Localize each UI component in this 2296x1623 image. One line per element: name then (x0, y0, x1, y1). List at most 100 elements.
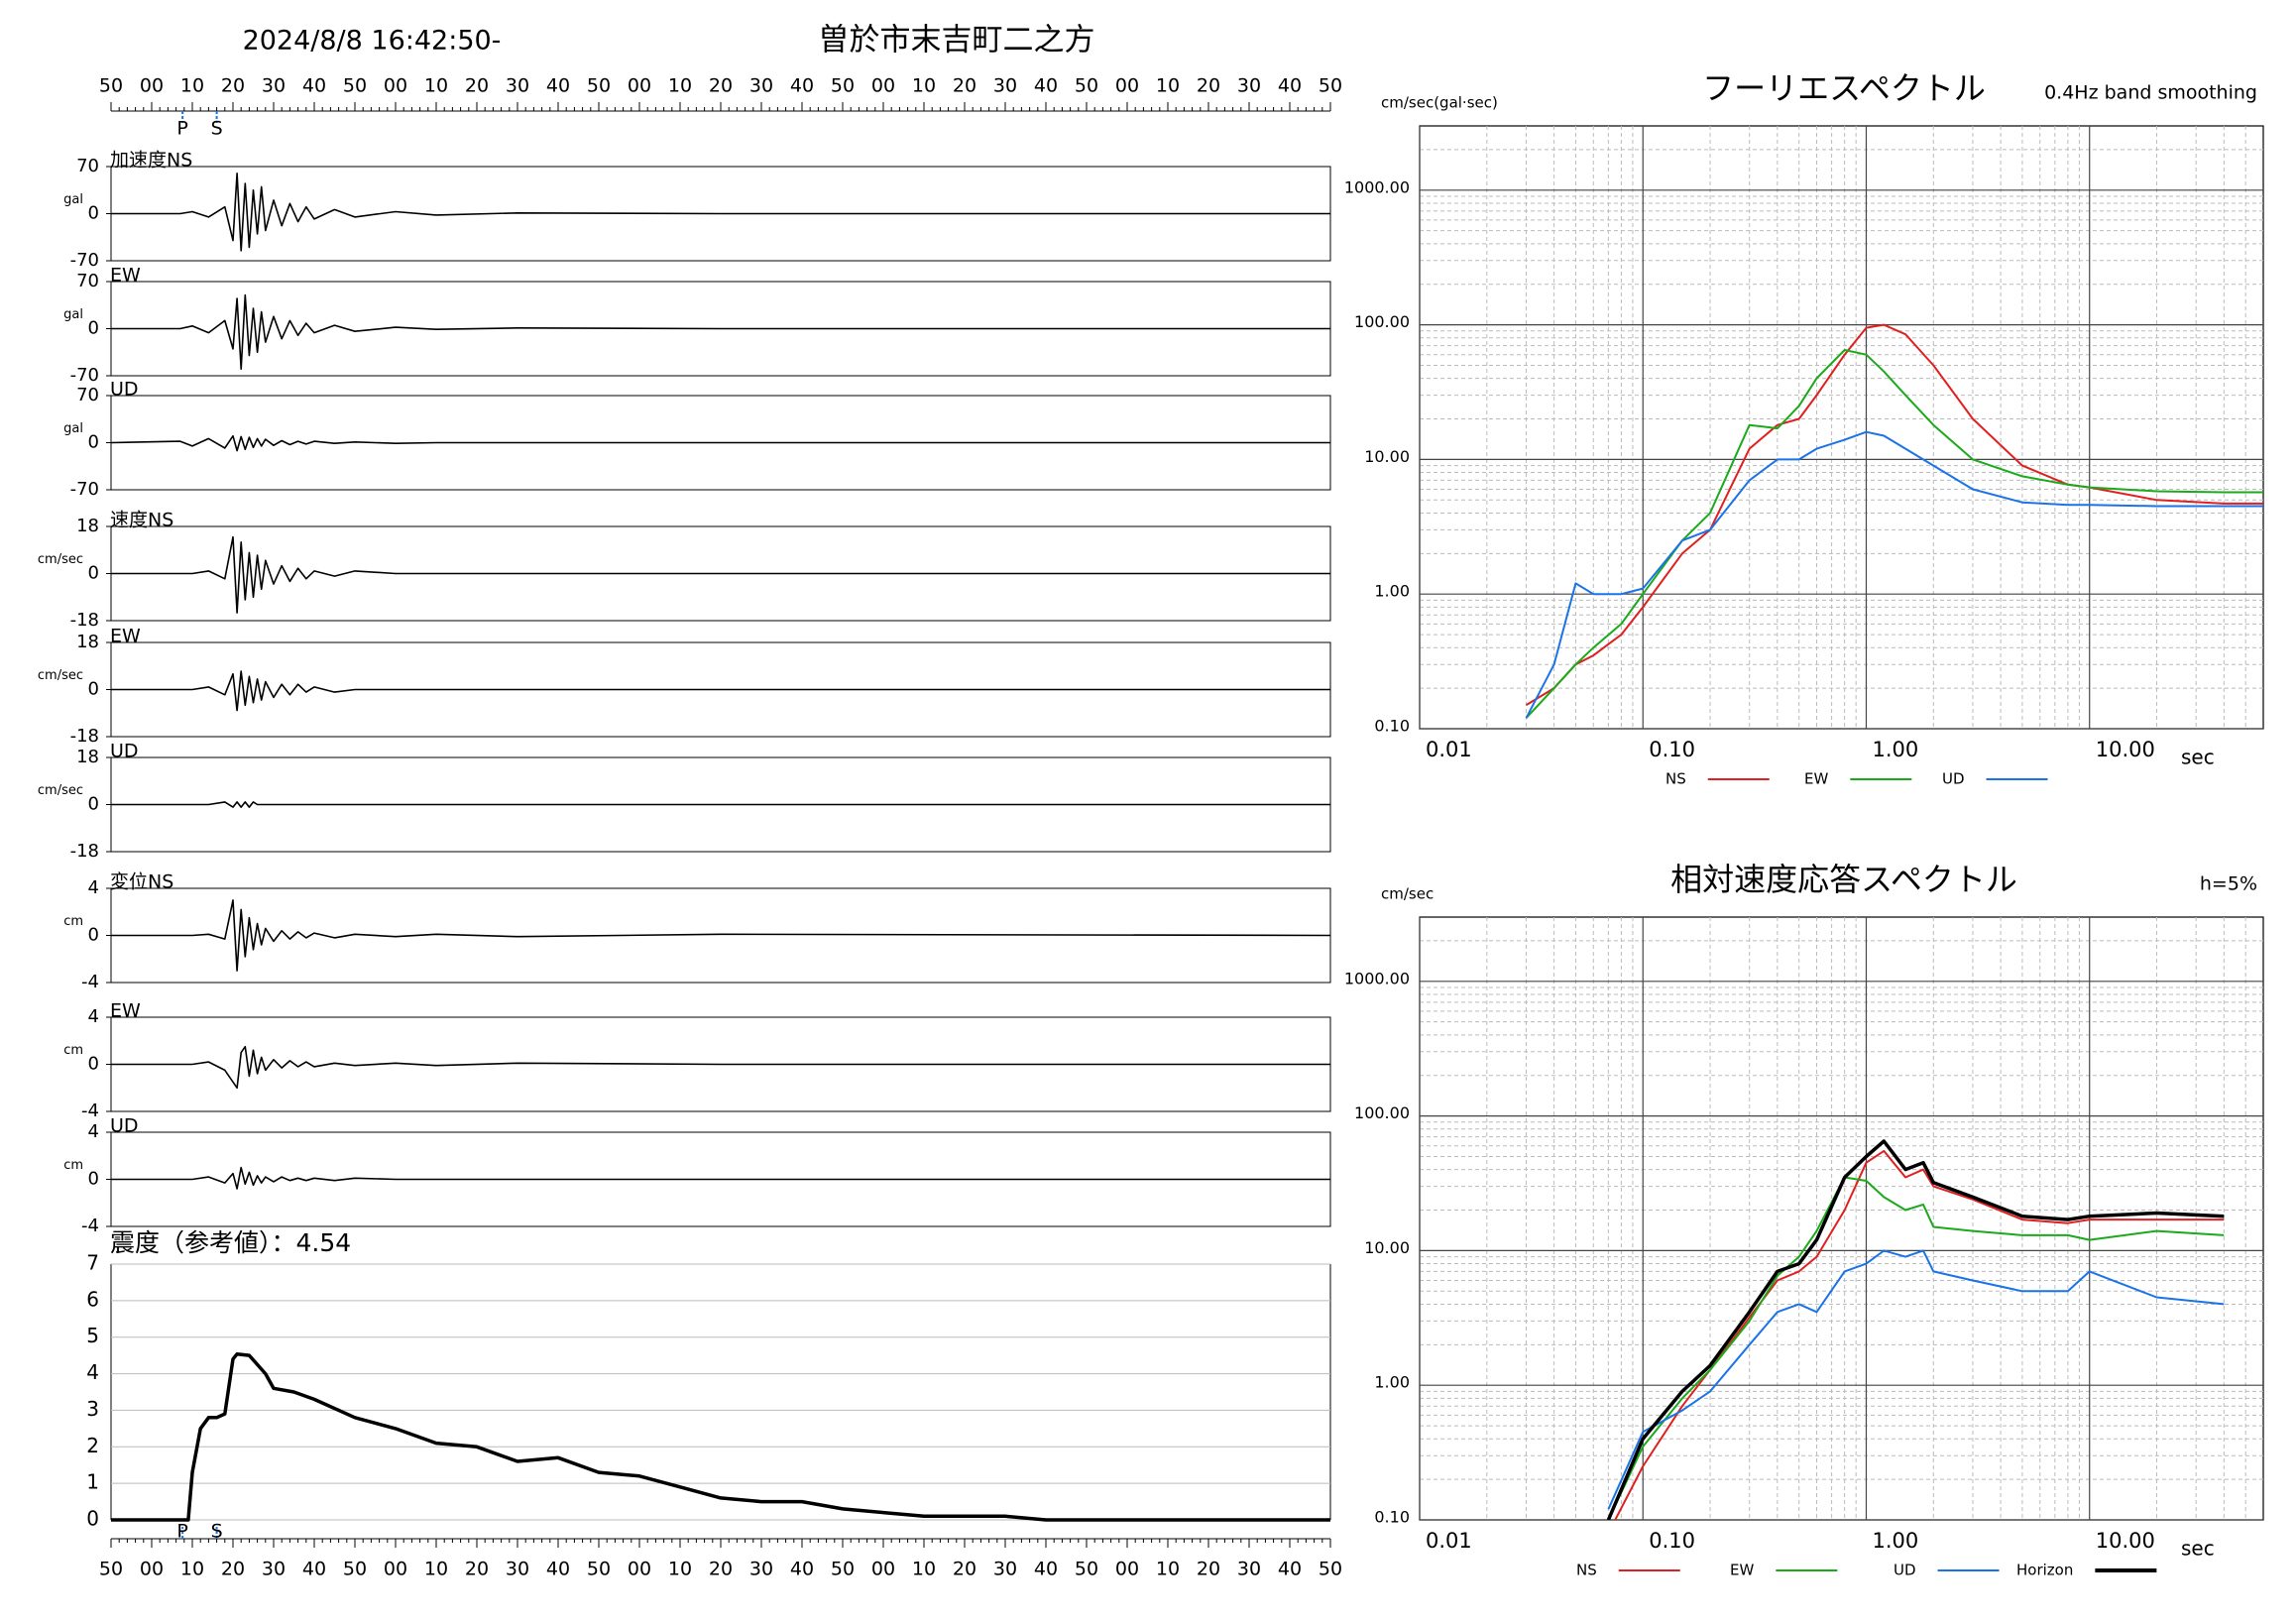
y-tick-label: 0 (88, 925, 99, 946)
panel-title: UD (110, 379, 139, 401)
spectrum-line (1525, 349, 2263, 719)
time-tick-label: 10 (912, 75, 936, 97)
time-tick-label: 20 (953, 1559, 976, 1580)
legend-label: UD (1894, 1562, 1916, 1579)
plot-frame (1419, 125, 2264, 730)
panel-title: UD (110, 741, 139, 762)
chart-note: h=5% (2200, 873, 2257, 895)
time-tick-label: 20 (465, 1559, 489, 1580)
x-tick-label: 10.00 (2096, 1529, 2155, 1553)
intensity-line (111, 1351, 1330, 1522)
plot-frame (1419, 916, 2264, 1521)
x-tick-label: 0.01 (1426, 1529, 1472, 1553)
y-unit: cm/sec (1381, 885, 1434, 903)
time-tick-label: 50 (1075, 1559, 1098, 1580)
spectrum-line (1525, 430, 2263, 719)
y-tick-label: 0 (88, 203, 99, 224)
waveform (111, 670, 1330, 712)
y-tick-label: 0 (88, 1054, 99, 1075)
unit-label: cm/sec (38, 783, 83, 798)
time-tick-label: 20 (221, 1559, 245, 1580)
time-tick-label: 10 (668, 75, 692, 97)
x-unit: sec (2181, 1537, 2215, 1561)
time-tick-label: 50 (1075, 75, 1098, 97)
panel-title: 速度NS (110, 510, 173, 531)
time-tick-label: 50 (1319, 1559, 1342, 1580)
x-tick-label: 10.00 (2096, 738, 2155, 761)
time-tick-label: 50 (343, 75, 367, 97)
y-tick-label: 1.00 (1374, 1373, 1410, 1392)
y-tick-label: 70 (76, 271, 99, 291)
y-tick-label: 10.00 (1364, 447, 1410, 466)
chart-title: 相対速度応答スペクトル (1670, 861, 2017, 898)
time-tick-label: 40 (546, 75, 570, 97)
time-tick-label: 50 (99, 1559, 123, 1580)
time-tick-label: 00 (384, 1559, 407, 1580)
time-tick-label: 00 (384, 75, 407, 97)
time-tick-label: 20 (709, 75, 733, 97)
y-tick-label: 70 (76, 156, 99, 176)
y-tick-label: 3 (86, 1397, 99, 1421)
time-tick-label: 30 (993, 1559, 1017, 1580)
unit-label: gal (63, 307, 83, 322)
location: 曽於市末吉町二之方 (819, 23, 1095, 58)
y-unit: cm/sec(gal·sec) (1381, 94, 1498, 112)
phase-label: S (211, 1521, 223, 1543)
y-tick-label: -18 (70, 726, 99, 747)
panel-title: 変位NS (110, 871, 173, 893)
legend-label: Horizon (2016, 1562, 2073, 1579)
time-tick-label: 00 (628, 75, 651, 97)
phase-label: S (211, 118, 223, 140)
y-tick-label: -70 (70, 250, 99, 271)
time-tick-label: 20 (465, 75, 489, 97)
y-tick-label: 0 (88, 1169, 99, 1190)
unit-label: cm (63, 1043, 83, 1058)
unit-label: cm/sec (38, 552, 83, 567)
time-tick-label: 10 (180, 75, 204, 97)
time-tick-label: 10 (424, 75, 448, 97)
time-tick-label: 30 (262, 75, 286, 97)
time-tick-label: 00 (140, 1559, 164, 1580)
y-tick-label: 0.10 (1374, 717, 1410, 736)
phase-label: P (176, 118, 187, 140)
datetime: 2024/8/8 16:42:50- (243, 26, 502, 57)
waveform (111, 1045, 1330, 1090)
time-tick-label: 30 (1237, 1559, 1261, 1580)
unit-label: gal (63, 192, 83, 207)
time-tick-label: 10 (1156, 1559, 1180, 1580)
time-tick-label: 10 (180, 1559, 204, 1580)
y-tick-label: 10.00 (1364, 1238, 1410, 1257)
y-tick-label: -18 (70, 610, 99, 631)
spectrum-line (1607, 1249, 2225, 1510)
time-tick-label: 50 (343, 1559, 367, 1580)
unit-label: gal (63, 421, 83, 436)
intensity-title: 震度（参考値）：4.54 (110, 1228, 351, 1257)
time-tick-label: 40 (1278, 75, 1302, 97)
panel-title: EW (110, 626, 141, 647)
y-tick-label: 0 (88, 432, 99, 453)
y-tick-label: -70 (70, 365, 99, 386)
time-tick-label: 10 (424, 1559, 448, 1580)
time-tick-label: 30 (993, 75, 1017, 97)
legend-label: EW (1730, 1562, 1754, 1579)
spectrum-line (1606, 1139, 2225, 1520)
time-tick-label: 30 (749, 1559, 773, 1580)
x-tick-label: 0.01 (1426, 738, 1472, 761)
y-tick-label: 70 (76, 385, 99, 406)
legend-label: NS (1665, 770, 1686, 788)
y-tick-label: 0 (88, 563, 99, 584)
y-tick-label: 2 (86, 1434, 99, 1457)
time-tick-label: 30 (1237, 75, 1261, 97)
y-tick-label: 18 (76, 747, 99, 767)
x-tick-label: 0.10 (1649, 1529, 1695, 1553)
unit-label: cm (63, 1158, 83, 1173)
waveform (110, 434, 1330, 452)
y-tick-label: 0 (88, 679, 99, 700)
chart-title: フーリエスペクトル (1702, 69, 1986, 107)
y-tick-label: 0.10 (1374, 1508, 1410, 1527)
time-tick-label: 20 (1197, 75, 1220, 97)
y-tick-label: 5 (86, 1324, 99, 1347)
time-tick-label: 40 (302, 1559, 326, 1580)
time-tick-label: 50 (831, 1559, 855, 1580)
